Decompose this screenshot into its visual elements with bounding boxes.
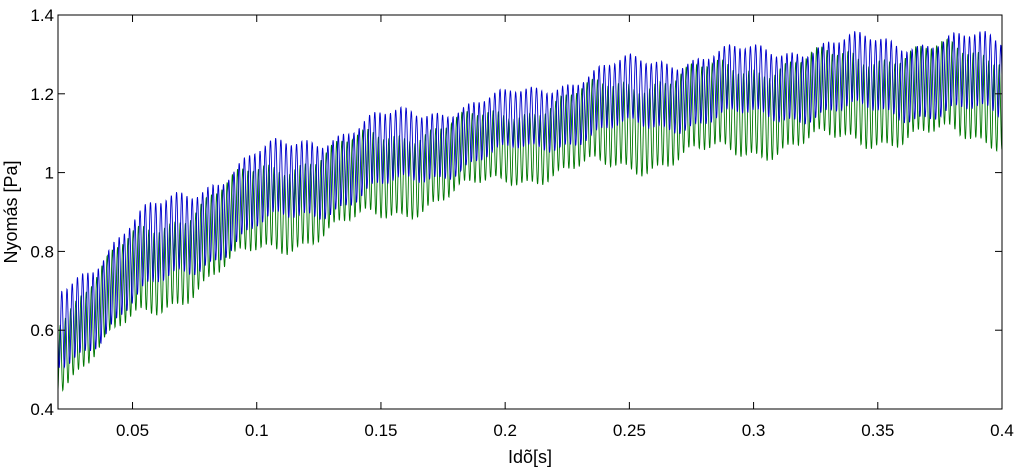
x-tick-label: 0.2 — [493, 421, 517, 440]
y-tick-label: 0.4 — [30, 400, 54, 419]
plot-frame — [57, 14, 1003, 410]
y-tick-label: 0.6 — [30, 321, 54, 340]
series-line-blue — [57, 31, 1003, 369]
ticks-layer: 0.05 0.1 0.15 0.2 0.25 0.3 0.35 0.4 0.4 0.6 0.8 1 1.… — [30, 6, 1013, 440]
x-axis-label: Idõ[s] — [508, 447, 552, 467]
y-tick-label: 1.2 — [30, 85, 54, 104]
x-tick-label: 0.35 — [861, 421, 894, 440]
y-tick-label: 1 — [45, 164, 54, 183]
y-axis-label: Nyomás [Pa] — [1, 160, 21, 263]
x-tick-label: 0.1 — [245, 421, 269, 440]
series-line-green — [57, 38, 1003, 393]
x-tick-label: 0.15 — [364, 421, 397, 440]
x-tick-label: 0.3 — [742, 421, 766, 440]
y-tick-label: 0.8 — [30, 242, 54, 261]
x-tick-label: 0.05 — [116, 421, 149, 440]
x-tick-label: 0.4 — [990, 421, 1014, 440]
series-layer — [57, 31, 1003, 393]
x-tick-label: 0.25 — [613, 421, 646, 440]
y-tick-label: 1.4 — [30, 6, 54, 25]
